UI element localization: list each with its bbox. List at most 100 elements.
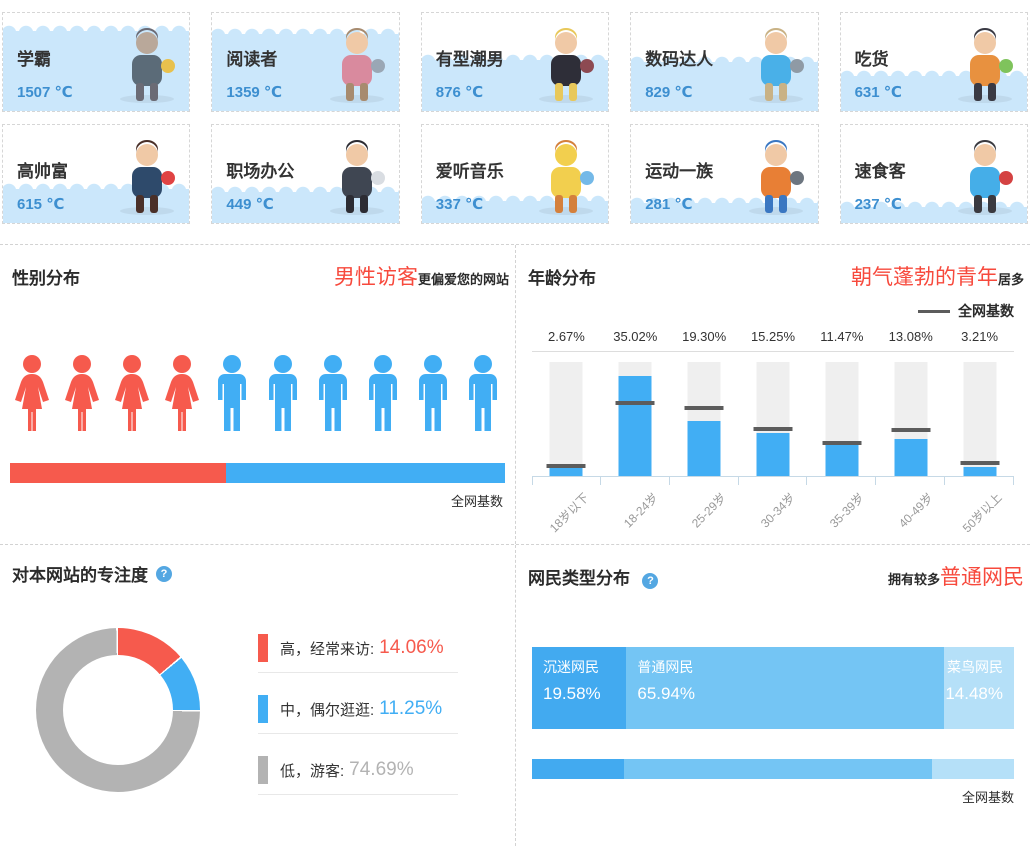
age-insight: 朝气蓬勃的青年居多	[851, 261, 1024, 291]
persona-label: 吃货	[854, 50, 889, 69]
age-bars	[532, 362, 1014, 485]
age-panel: 年龄分布 朝气蓬勃的青年居多 全网基数 2.67% 35.02% 19.30% 15.…	[515, 245, 1030, 544]
persona-card[interactable]: 高帅富 615 ℃	[2, 124, 191, 224]
netizen-benchmark-segment	[932, 759, 1014, 779]
netizen-segment-label: 菜鸟网民	[946, 659, 1003, 675]
female-icon	[65, 355, 100, 431]
persona-label: 有型潮男	[435, 50, 504, 69]
age-bar-fill	[549, 468, 583, 476]
age-category-cell: 18岁以下	[532, 477, 601, 535]
age-category-label: 18岁以下	[546, 490, 592, 536]
focus-legend-item: 中，偶尔逛逛: 11.25%	[258, 695, 458, 734]
netizen-segment-value: 19.58%	[543, 684, 601, 703]
persona-card[interactable]: 职场办公 449 ℃	[211, 124, 400, 224]
persona-temperature: 631 ℃	[854, 84, 902, 101]
help-icon[interactable]: ?	[642, 573, 659, 589]
persona-card[interactable]: 学霸 1507 ℃	[2, 12, 191, 112]
age-bar-track	[960, 362, 1000, 476]
male-bar-segment	[225, 463, 505, 483]
female-bar-segment	[10, 463, 226, 483]
persona-card[interactable]: 运动一族 281 ℃	[630, 124, 819, 224]
age-bar-track	[546, 362, 586, 476]
focus-chart: 高，经常来访: 14.06% 中，偶尔逛逛: 11.25% 低，游客: 74.69%	[0, 586, 515, 817]
persona-label: 数码达人	[645, 50, 714, 69]
gender-insight: 男性访客更偏爱您的网站	[334, 261, 509, 291]
persona-cards: 学霸 1507 ℃ 阅读者 1359 ℃ 有型潮男 876 ℃ 数码达人 829 ℃ 吃货 631…	[0, 0, 1030, 224]
persona-card[interactable]: 速食客 237 ℃	[839, 124, 1028, 224]
female-icon	[115, 355, 150, 431]
age-bar-fill	[756, 432, 790, 476]
netizen-stacked-bar: 沉迷网民 19.58% 普通网民 65.94% 菜鸟网民 14.48%	[532, 647, 1014, 729]
age-legend-label: 全网基数	[958, 303, 1014, 319]
legend-color-swatch	[258, 634, 268, 662]
age-bar-column	[945, 362, 1014, 485]
age-benchmark-marker	[615, 401, 655, 406]
fast-food-illustration	[949, 140, 1019, 221]
benchmark-line-swatch	[918, 309, 950, 313]
netizen-insight-highlight: 普通网民	[940, 566, 1024, 589]
persona-label: 运动一族	[645, 162, 714, 181]
age-bar-column	[807, 362, 877, 485]
persona-label: 高帅富	[17, 162, 68, 181]
age-bar-column	[670, 362, 739, 485]
focus-legend-label: 中，偶尔逛逛:	[280, 701, 375, 719]
persona-card[interactable]: 数码达人 829 ℃	[630, 12, 819, 112]
female-icon	[165, 355, 200, 431]
age-category-label: 35-39岁	[827, 490, 868, 531]
gender-title: 性别分布	[12, 269, 80, 288]
age-percent-label: 3.21%	[961, 329, 999, 344]
focus-legend: 高，经常来访: 14.06% 中，偶尔逛逛: 11.25% 低，游客: 74.69%	[258, 634, 458, 817]
panel-row-bottom: 对本网站的专注度 ? 高，经常来访: 14.06% 中，偶尔逛逛: 11.25% 低，游…	[0, 544, 1030, 846]
female-icon	[15, 355, 49, 431]
male-icon	[368, 355, 397, 431]
persona-temperature: 449 ℃	[226, 196, 274, 213]
age-bar-fill	[618, 376, 652, 476]
age-percent-label: 15.25%	[750, 329, 796, 344]
age-category-cell: 18-24岁	[601, 477, 670, 535]
age-category-cell: 25-29岁	[670, 477, 739, 535]
digital-expert-illustration	[740, 28, 810, 109]
netizen-insight: 拥有较多普通网民	[888, 561, 1024, 591]
persona-card[interactable]: 爱听音乐 337 ℃	[420, 124, 610, 224]
persona-card[interactable]: 阅读者 1359 ℃	[211, 12, 400, 112]
persona-card[interactable]: 吃货 631 ℃	[839, 12, 1028, 112]
netizen-segment: 普通网民 65.94%	[626, 647, 945, 729]
age-percent-label: 11.47%	[820, 329, 864, 344]
age-category-cell: 35-39岁	[807, 477, 876, 535]
age-category-label: 18-24岁	[620, 490, 661, 531]
persona-temperature: 281 ℃	[645, 196, 693, 213]
age-category-cell: 40-49岁	[876, 477, 945, 535]
gender-insight-highlight: 男性访客	[333, 266, 418, 289]
male-icon	[218, 355, 247, 431]
help-icon[interactable]: ?	[156, 565, 172, 582]
persona-label: 爱听音乐	[435, 162, 504, 181]
netizen-benchmark-segment	[532, 759, 624, 779]
focus-panel: 对本网站的专注度 ? 高，经常来访: 14.06% 中，偶尔逛逛: 11.25% 低，游…	[0, 545, 515, 846]
male-icon	[468, 355, 497, 431]
netizen-benchmark-bar	[532, 759, 1014, 779]
panel-row-top: 性别分布 男性访客更偏爱您的网站 全网基数 年龄分布 朝气蓬勃的青年居多 全网基…	[0, 244, 1030, 544]
persona-label: 速食客	[854, 162, 906, 181]
persona-label: 阅读者	[226, 50, 278, 69]
age-category-cell: 30-34岁	[739, 477, 808, 535]
age-bar-fill	[825, 443, 859, 476]
age-category-label: 50岁以上	[960, 490, 1005, 536]
focus-legend-item: 低，游客: 74.69%	[258, 756, 458, 795]
age-benchmark-marker	[753, 426, 793, 431]
netizen-benchmark-segment	[623, 759, 933, 779]
focus-legend-item: 高，经常来访: 14.06%	[258, 634, 458, 673]
music-lover-illustration	[530, 140, 600, 221]
age-bar-column	[532, 362, 601, 485]
office-worker-illustration	[321, 140, 391, 221]
persona-card[interactable]: 有型潮男 876 ℃	[420, 12, 610, 112]
age-bar-track	[891, 362, 931, 476]
age-bar-track	[615, 362, 655, 476]
netizen-segment-label: 沉迷网民	[543, 659, 599, 675]
age-benchmark-marker	[891, 428, 931, 433]
age-category-label: 40-49岁	[895, 490, 937, 531]
age-percent-label: 19.30%	[682, 329, 727, 344]
scholar-desk-illustration	[111, 28, 181, 109]
focus-legend-value: 11.25%	[379, 698, 443, 719]
age-percent-label: 2.67%	[547, 329, 585, 344]
netizen-segment-value: 14.48%	[945, 684, 1003, 703]
